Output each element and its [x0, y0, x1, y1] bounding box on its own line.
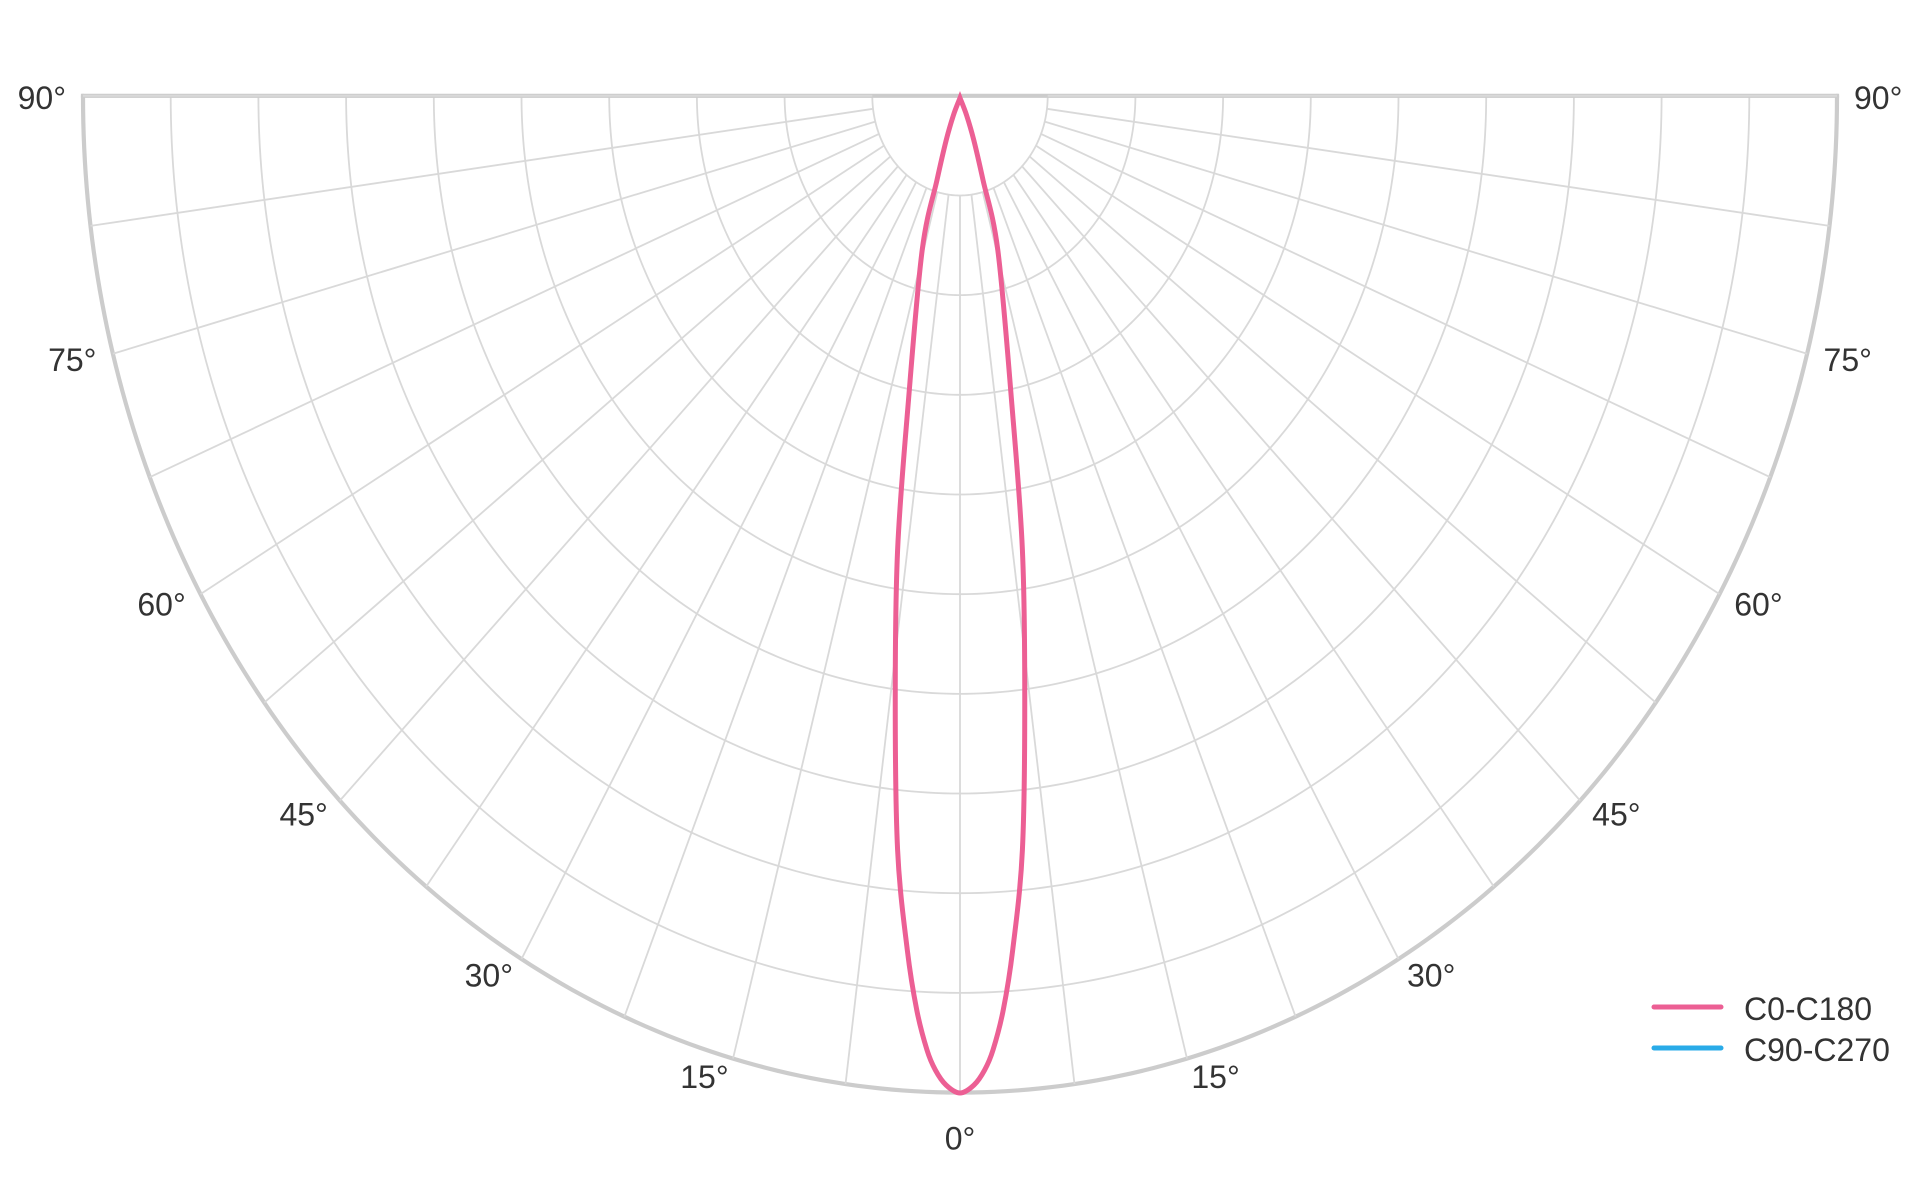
svg-text:45°: 45° [279, 797, 327, 833]
svg-text:15°: 15° [680, 1059, 728, 1095]
svg-text:30°: 30° [1407, 958, 1455, 994]
svg-text:75°: 75° [1824, 342, 1872, 378]
svg-text:90°: 90° [1854, 80, 1902, 116]
svg-text:0°: 0° [945, 1121, 976, 1157]
svg-text:C90-C270: C90-C270 [1744, 1032, 1890, 1068]
svg-text:30°: 30° [465, 958, 513, 994]
svg-text:15°: 15° [1191, 1059, 1239, 1095]
svg-text:75°: 75° [48, 342, 96, 378]
svg-text:C0-C180: C0-C180 [1744, 991, 1872, 1027]
svg-text:90°: 90° [18, 80, 66, 116]
svg-text:60°: 60° [137, 587, 185, 623]
svg-text:60°: 60° [1734, 587, 1782, 623]
svg-text:45°: 45° [1592, 797, 1640, 833]
